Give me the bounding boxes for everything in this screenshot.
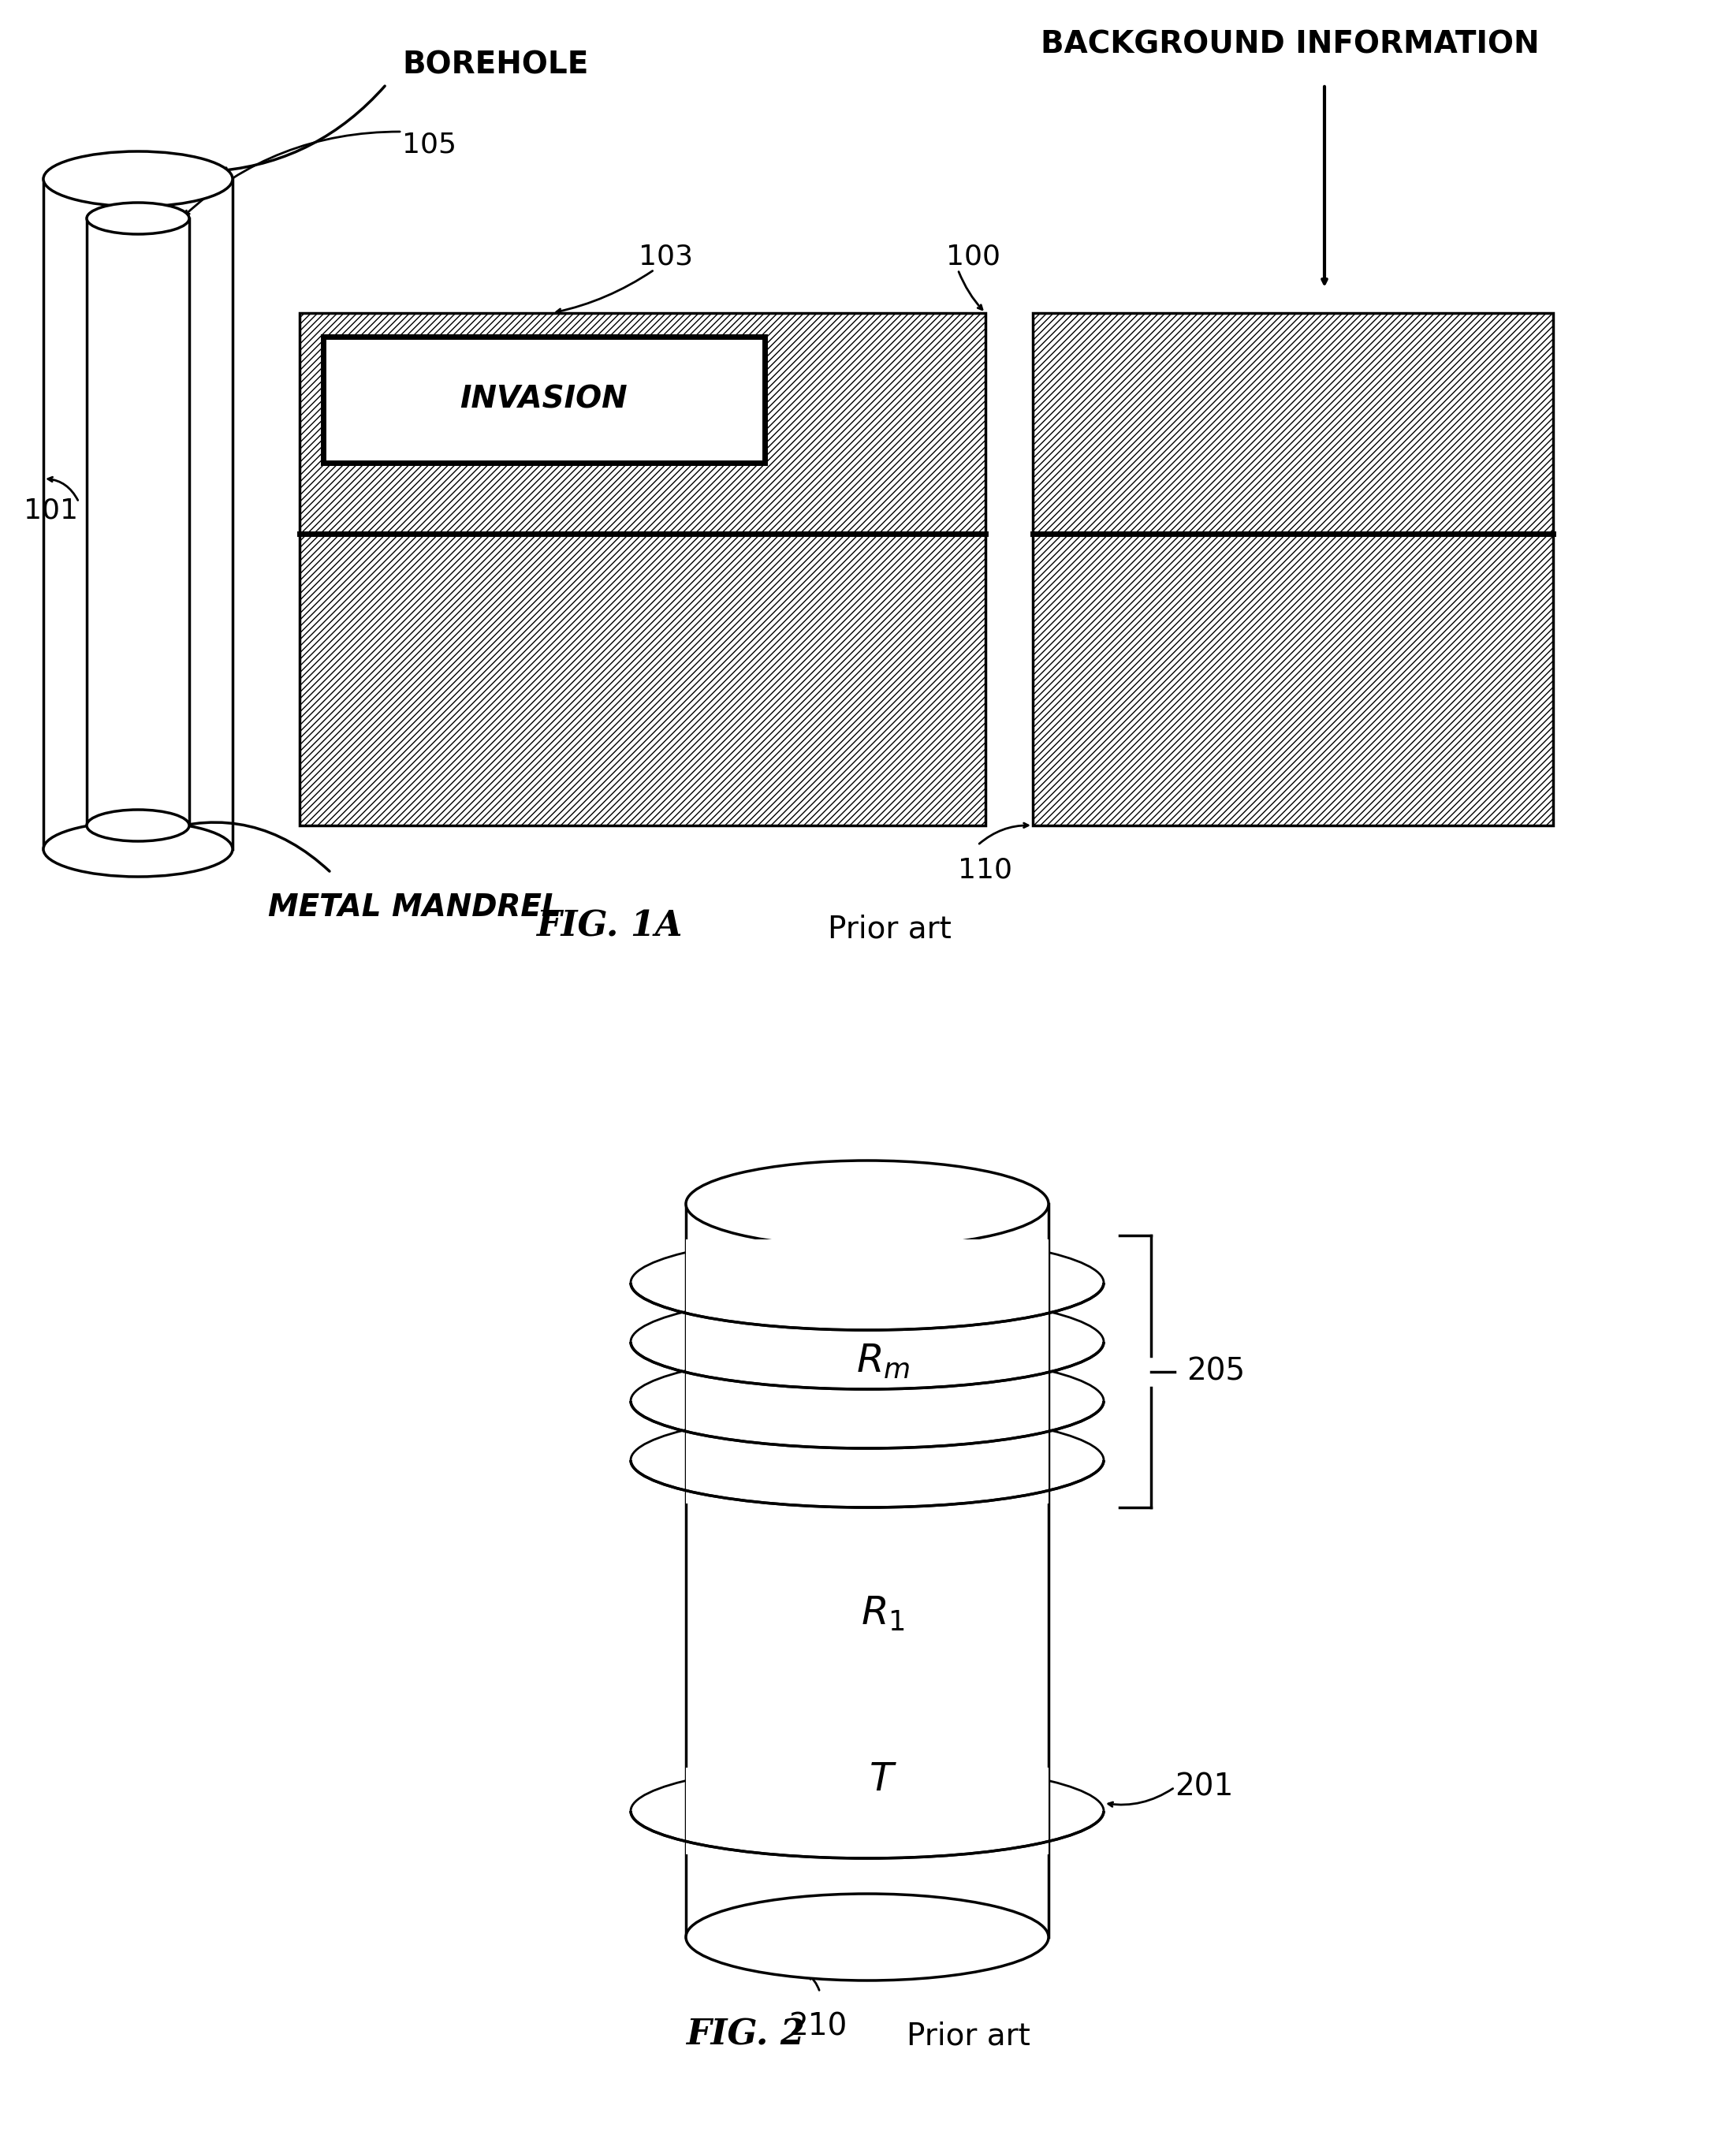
Text: $T$: $T$	[870, 1761, 898, 1797]
Text: FIG. 2: FIG. 2	[686, 2017, 806, 2051]
Ellipse shape	[87, 811, 189, 841]
Text: $R_m$: $R_m$	[856, 1342, 910, 1380]
Bar	[686, 1357, 1049, 1445]
Ellipse shape	[686, 1161, 1049, 1247]
Text: 103: 103	[639, 243, 693, 269]
Bar	[300, 533, 986, 826]
Text: 205: 205	[1186, 1357, 1245, 1387]
Bar	[686, 1204, 1049, 1937]
Ellipse shape	[686, 1894, 1049, 1980]
Text: 210: 210	[788, 2012, 847, 2042]
Text: 201: 201	[1175, 1772, 1233, 1802]
Ellipse shape	[87, 202, 189, 234]
Bar	[300, 314, 986, 533]
Text: FIG. 1A: FIG. 1A	[536, 909, 682, 944]
Text: BOREHOLE: BOREHOLE	[403, 49, 589, 80]
Text: INVASION: INVASION	[460, 385, 628, 415]
Ellipse shape	[43, 150, 233, 206]
Bar	[686, 1417, 1049, 1503]
Text: 101: 101	[24, 497, 78, 522]
Bar	[1033, 314, 1554, 533]
Text: $R_1$: $R_1$	[861, 1595, 904, 1632]
Bar	[686, 1238, 1049, 1327]
Text: Prior art: Prior art	[906, 2021, 1029, 2051]
Bar	[686, 1299, 1049, 1385]
Bar	[43, 178, 233, 849]
Bar	[1033, 533, 1554, 826]
Text: 110: 110	[958, 858, 1012, 884]
Bar	[686, 1767, 1049, 1853]
Text: Prior art: Prior art	[828, 914, 951, 944]
Text: 100: 100	[946, 243, 1000, 269]
Text: BACKGROUND INFORMATION: BACKGROUND INFORMATION	[1040, 30, 1540, 60]
Ellipse shape	[43, 821, 233, 877]
Text: 105: 105	[403, 131, 457, 159]
Bar	[87, 219, 189, 826]
Text: METAL MANDREL: METAL MANDREL	[267, 892, 561, 922]
Bar	[323, 338, 766, 462]
